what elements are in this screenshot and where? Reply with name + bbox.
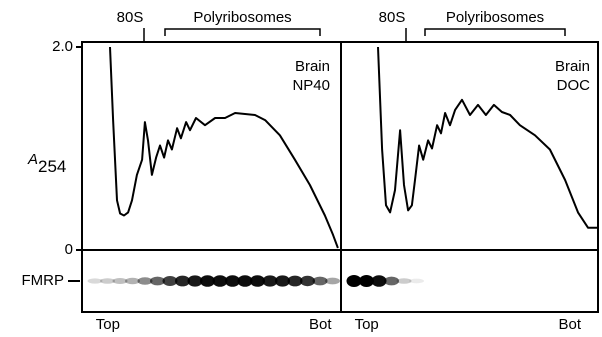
y-axis-label-subscript: 254 bbox=[38, 157, 66, 176]
detergent-label: NP40 bbox=[292, 77, 330, 94]
blot-label: FMRP bbox=[22, 272, 65, 289]
x-tick-label: Bot bbox=[309, 316, 332, 333]
y-axis-label: A254 bbox=[27, 151, 66, 177]
figure: 0 2.0 Top Bot A254 80S Polyribosomes Brain NP40 F… bbox=[0, 0, 602, 337]
y-tick-label: 2.0 bbox=[52, 38, 73, 55]
bracket-label: Polyribosomes bbox=[446, 9, 544, 26]
tissue-label: Brain bbox=[295, 58, 330, 75]
peak-label: 80S bbox=[379, 9, 406, 26]
polyribosome-bracket bbox=[425, 29, 565, 36]
polyribosome-bracket bbox=[165, 29, 320, 36]
x-tick-label: Bot bbox=[558, 316, 581, 333]
blot-band bbox=[409, 279, 424, 284]
y-axis-label-main: A bbox=[27, 151, 38, 168]
y-tick-label: 0 bbox=[65, 241, 73, 258]
tissue-label: Brain bbox=[555, 58, 590, 75]
peak-label: 80S bbox=[117, 9, 144, 26]
detergent-label: DOC bbox=[557, 77, 591, 94]
x-tick-label: Top bbox=[355, 316, 379, 333]
x-tick-label: Top bbox=[96, 316, 120, 333]
bracket-label: Polyribosomes bbox=[193, 9, 291, 26]
blot-band bbox=[325, 278, 340, 285]
